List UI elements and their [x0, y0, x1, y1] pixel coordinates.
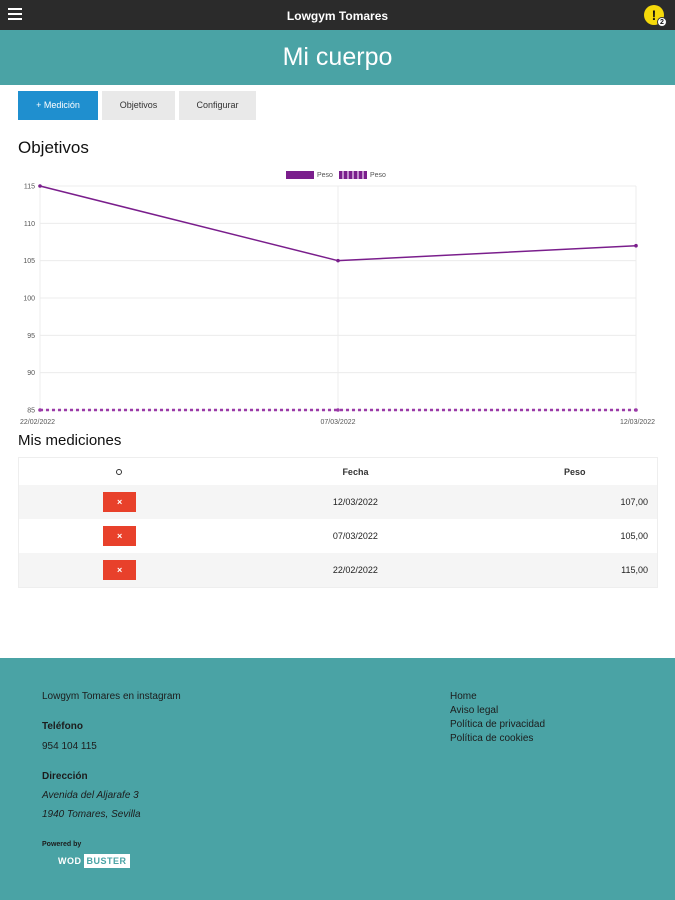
objectives-button[interactable]: Objetivos: [102, 91, 175, 120]
objectives-heading: Objetivos: [18, 138, 89, 157]
header-date[interactable]: Fecha: [342, 466, 369, 477]
address-line-1: Avenida del Aljarafe 3: [42, 790, 139, 801]
add-measurement-button[interactable]: + Medición: [18, 91, 98, 120]
row-date: 22/02/2022: [332, 565, 378, 575]
phone-label: Teléfono: [42, 721, 83, 732]
footer-link-legal[interactable]: Aviso legal: [450, 705, 499, 716]
footer-link-home[interactable]: Home: [450, 691, 477, 702]
table-row: × 07/03/2022 105,00: [19, 519, 657, 553]
y-tick-label: 90: [27, 370, 35, 377]
wodbuster-logo[interactable]: WOD BUSTER: [58, 854, 130, 868]
table-row: × 22/02/2022 115,00: [19, 553, 657, 587]
y-tick-label: 115: [24, 184, 35, 191]
hamburger-menu-icon[interactable]: [8, 8, 22, 22]
top-bar: Lowgym Tomares ! 2: [0, 0, 675, 30]
footer-link-privacy[interactable]: Política de privacidad: [450, 719, 546, 730]
x-tick-label: 07/03/2022: [320, 419, 355, 426]
configure-button[interactable]: Configurar: [179, 91, 256, 120]
legend-item-dashed[interactable]: Peso: [338, 171, 386, 179]
chart-legend: Peso Peso: [286, 171, 386, 179]
legend-label: Peso: [317, 171, 333, 179]
measurements-table: Fecha Peso × 12/03/2022 107,00 × 07/03/2…: [18, 457, 658, 588]
delete-button[interactable]: ×: [103, 492, 137, 512]
address-line-2: 1940 Tomares, Sevilla: [42, 809, 141, 820]
table-header-row: Fecha Peso: [19, 458, 657, 485]
table-row: × 12/03/2022 107,00: [19, 485, 657, 519]
legend-label: Peso: [369, 171, 386, 179]
y-tick-label: 105: [23, 258, 35, 265]
legend-swatch-dashed: [338, 171, 367, 179]
alert-icon[interactable]: ! 2: [644, 5, 667, 27]
logo-part-b: BUSTER: [83, 854, 130, 868]
data-point-target: [336, 408, 340, 412]
row-date: 12/03/2022: [332, 497, 378, 507]
row-weight: 105,00: [620, 531, 648, 541]
alert-count-badge: 2: [657, 17, 667, 27]
delete-button[interactable]: ×: [103, 560, 137, 580]
address-label: Dirección: [42, 771, 88, 782]
y-tick-label: 110: [24, 221, 35, 228]
page-title: Mi cuerpo: [0, 30, 675, 85]
row-weight: 107,00: [620, 497, 648, 507]
instagram-link[interactable]: Lowgym Tomares en instagram: [42, 691, 181, 702]
footer-links: Home Aviso legal Política de privacidad …: [450, 691, 545, 747]
logo-part-a: WOD: [58, 856, 82, 866]
x-tick-label: 22/02/2022: [20, 419, 55, 426]
row-weight: 115,00: [621, 565, 648, 575]
footer: Lowgym Tomares en instagram Teléfono 954…: [0, 658, 675, 900]
data-point-weight: [634, 243, 638, 248]
alert-glyph: !: [651, 7, 657, 23]
data-point-target: [634, 408, 638, 412]
x-tick-label: 12/03/2022: [620, 419, 655, 426]
legend-swatch-solid: [286, 171, 314, 179]
footer-link-cookies[interactable]: Política de cookies: [450, 733, 534, 744]
y-tick-label: 95: [27, 333, 35, 340]
sort-icon: [115, 468, 122, 475]
phone-value[interactable]: 954 104 115: [42, 741, 97, 752]
app-title: Lowgym Tomares: [286, 9, 389, 23]
measurements-heading: Mis mediciones: [18, 432, 122, 449]
data-point-weight: [336, 258, 340, 263]
y-tick-label: 85: [27, 408, 35, 415]
footer-contact: Lowgym Tomares en instagram Teléfono 954…: [42, 691, 181, 820]
powered-by: Powered by: [42, 841, 82, 848]
legend-item-solid[interactable]: Peso: [286, 171, 333, 179]
header-sort-cell[interactable]: [19, 467, 218, 477]
y-tick-label: 100: [23, 296, 35, 303]
delete-button[interactable]: ×: [103, 526, 137, 546]
data-point-target: [38, 408, 42, 412]
row-date: 07/03/2022: [332, 531, 378, 541]
header-weight[interactable]: Peso: [564, 466, 586, 477]
weight-chart: 115 110 105 100 95 90 85 22/02/2022 07/03/2022 12…: [20, 184, 655, 427]
data-point-weight: [38, 184, 42, 188]
action-bar: + Medición Objetivos Configurar: [18, 91, 256, 120]
